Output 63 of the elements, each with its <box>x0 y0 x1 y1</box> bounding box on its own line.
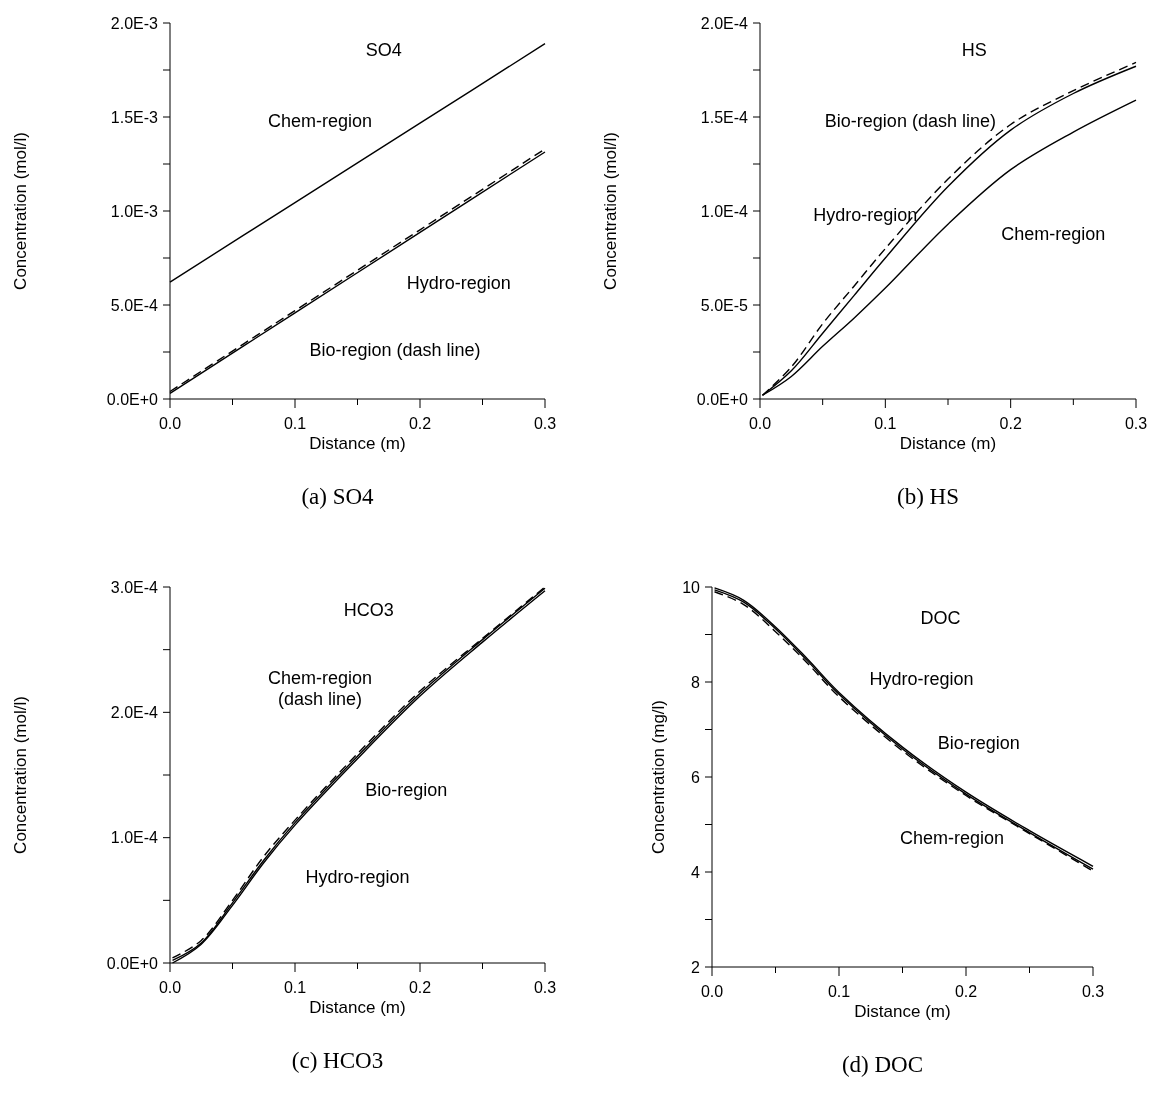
x-axis-title: Distance (m) <box>309 998 406 1017</box>
annotation: Chem-region <box>1001 223 1106 244</box>
annotation: Bio-region (dash line) <box>824 111 996 132</box>
y-tick-label: 3.0E-4 <box>110 578 159 596</box>
y-tick-label: 6 <box>691 768 701 786</box>
y-tick-label: 2 <box>691 958 701 976</box>
y-tick-label: 1.5E-4 <box>700 108 749 126</box>
x-tick-label: 0.0 <box>748 415 772 432</box>
x-tick-label: 0.1 <box>283 415 307 432</box>
annotation: HCO3 <box>343 599 394 620</box>
annotation: Hydro-region <box>813 205 918 226</box>
y-tick-label: 0.0E+0 <box>106 390 159 408</box>
y-tick-label: 10 <box>682 578 701 596</box>
text: (d) DOC <box>841 1052 924 1077</box>
text: (a) SO4 <box>301 484 375 509</box>
y-tick-label: 5.0E-5 <box>700 296 749 314</box>
x-tick-label: 0.3 <box>1124 415 1148 432</box>
x-axis-title: Distance (m) <box>899 434 997 453</box>
y-tick-label: 2.0E-3 <box>110 14 159 32</box>
y-tick-label: 2.0E-4 <box>700 14 749 32</box>
annotation: Chem-region <box>900 828 1005 849</box>
y-axis-title: Concentration (mol/l) <box>601 132 620 290</box>
y-tick-label: 5.0E-4 <box>110 296 159 314</box>
x-tick-label: 0.3 <box>533 415 557 432</box>
y-tick-label: 4 <box>691 863 701 881</box>
y-tick-label: 1.5E-3 <box>110 108 159 126</box>
y-axis-title: Concentration (mol/l) <box>11 696 30 854</box>
annotation: Bio-region (dash line) <box>309 340 481 361</box>
x-tick-label: 0.1 <box>874 415 897 432</box>
annotation: Bio-region <box>937 733 1020 754</box>
x-tick-label: 0.2 <box>999 415 1022 432</box>
y-tick-label: 0.0E+0 <box>106 954 159 972</box>
y-tick-label: 8 <box>691 673 701 691</box>
annotation: Chem-region (dash line) <box>267 667 373 710</box>
text: (b) HS <box>897 484 959 509</box>
x-tick-label: 0.2 <box>408 979 432 996</box>
x-tick-label: 0.1 <box>283 979 307 996</box>
y-axis-title: Concentration (mg/l) <box>649 699 668 855</box>
y-tick-label: 1.0E-4 <box>700 202 749 220</box>
annotation: Bio-region <box>365 780 448 801</box>
annotation: Hydro-region <box>406 272 511 293</box>
annotation: Hydro-region <box>869 668 974 689</box>
y-tick-label: 0.0E+0 <box>696 390 749 408</box>
y-tick-label: 1.0E-3 <box>110 202 159 220</box>
x-tick-label: 0.3 <box>533 979 557 996</box>
y-tick-label: 2.0E-4 <box>110 703 159 721</box>
y-tick-label: 1.0E-4 <box>110 829 159 847</box>
annotation: Chem-region <box>267 111 373 132</box>
x-tick-label: 0.0 <box>158 979 182 996</box>
x-tick-label: 0.2 <box>408 415 432 432</box>
y-axis-title: Concentration (mol/l) <box>11 132 30 290</box>
annotation: HS <box>961 39 987 60</box>
text: (c) HCO3 <box>291 1048 384 1073</box>
annotation: DOC <box>920 607 961 628</box>
x-tick-label: 0.2 <box>954 983 978 1000</box>
x-tick-label: 0.0 <box>158 415 182 432</box>
x-tick-label: 0.1 <box>827 983 851 1000</box>
annotation: SO4 <box>365 39 402 60</box>
x-axis-title: Distance (m) <box>309 434 406 453</box>
x-axis-title: Distance (m) <box>854 1002 951 1021</box>
x-tick-label: 0.0 <box>700 983 724 1000</box>
annotation: Hydro-region <box>305 866 410 887</box>
x-tick-label: 0.3 <box>1081 983 1105 1000</box>
